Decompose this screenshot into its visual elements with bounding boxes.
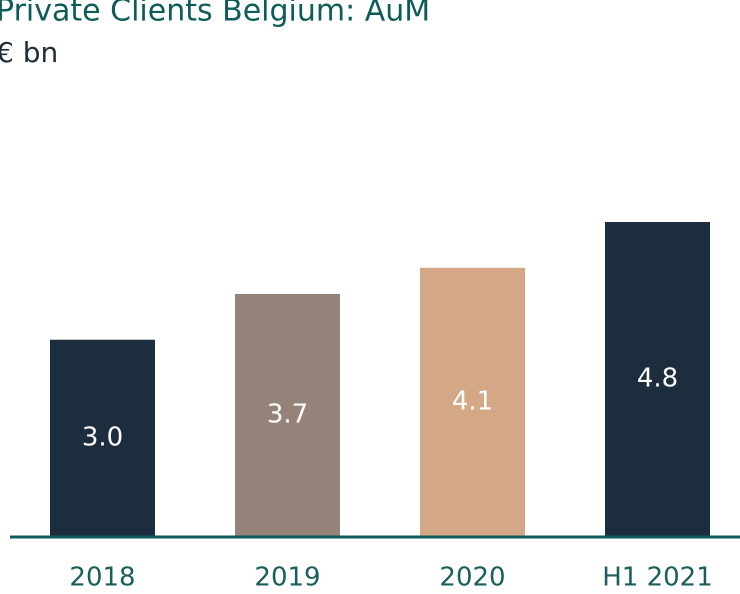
x-tick-label: 2018	[69, 563, 135, 593]
chart-subtitle: € bn	[0, 36, 58, 69]
value-label: 3.0	[82, 422, 123, 452]
bar	[605, 222, 710, 536]
bar	[50, 339, 155, 536]
bar	[420, 267, 525, 536]
chart-title: Private Clients Belgium: AuM	[0, 0, 430, 29]
bar	[235, 293, 340, 536]
x-tick-label: H1 2021	[602, 563, 713, 593]
value-label: 4.1	[452, 386, 493, 416]
value-label: 3.7	[267, 399, 308, 429]
x-tick-label: 2019	[254, 563, 320, 593]
value-label: 4.8	[637, 364, 678, 394]
x-tick-label: 2020	[439, 563, 505, 593]
